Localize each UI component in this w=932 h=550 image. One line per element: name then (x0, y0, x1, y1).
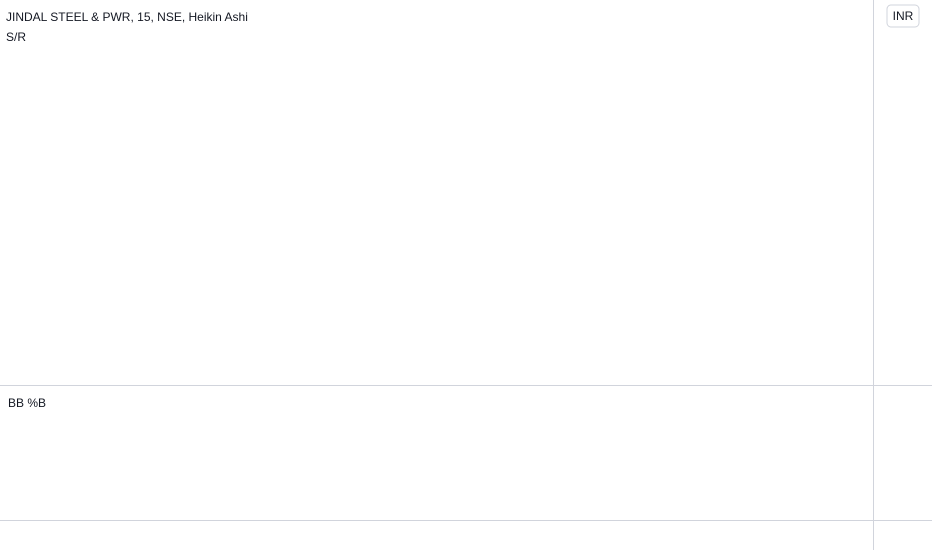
chart-title: JINDAL STEEL & PWR, 15, NSE, Heikin Ashi (6, 10, 248, 24)
currency[interactable]: INR (893, 9, 914, 23)
indicator-name: S/R (6, 30, 26, 44)
currency-box[interactable] (886, 4, 920, 28)
indicator-title: BB %B (8, 396, 46, 410)
